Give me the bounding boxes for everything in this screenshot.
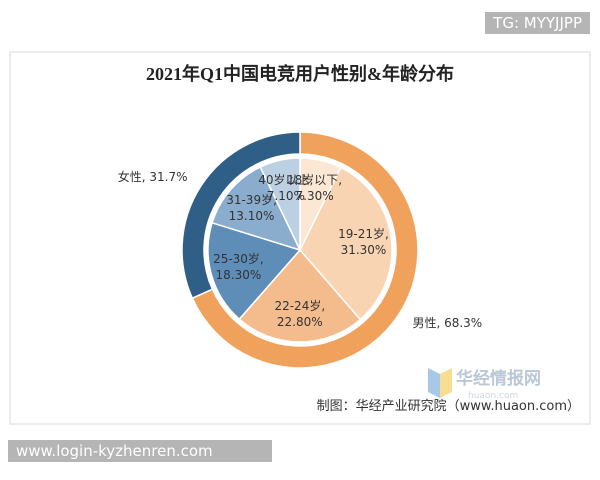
logo-sub: huaon.com [468,391,518,401]
logo-text: 华经情报网 [456,368,541,389]
inner-label: 31-39岁, 13.10% [226,193,277,224]
inner-segment [207,221,302,321]
inner-label: 40岁以上, 7.10% [258,172,314,203]
inner-segment [211,166,302,252]
inner-segment [238,248,362,343]
watermark-top: TG: MYYJJPP [485,12,590,34]
inner-label: 25-30岁, 18.30% [213,252,264,283]
chart-title: 2021年Q1中国电竞用户性别&年龄分布 [146,63,454,84]
inner-label: 18岁以下, 7.30% [287,172,343,203]
outer-segment [191,131,419,369]
outer-segment [181,131,301,300]
watermark-bottom: www.login-kyzhenren.com [8,440,272,462]
outer-label: 男性, 68.3% [412,315,483,330]
logo-icon [428,368,452,398]
inner-label: 22-24岁, 22.80% [274,298,326,329]
source: 制图：华经产业研究院（www.huaon.com） [317,399,580,414]
inner-segment [299,166,393,321]
outer-label: 女性, 31.7% [117,170,188,185]
inner-segment [259,157,301,251]
inner-label: 19-21岁, 31.30% [338,226,389,257]
